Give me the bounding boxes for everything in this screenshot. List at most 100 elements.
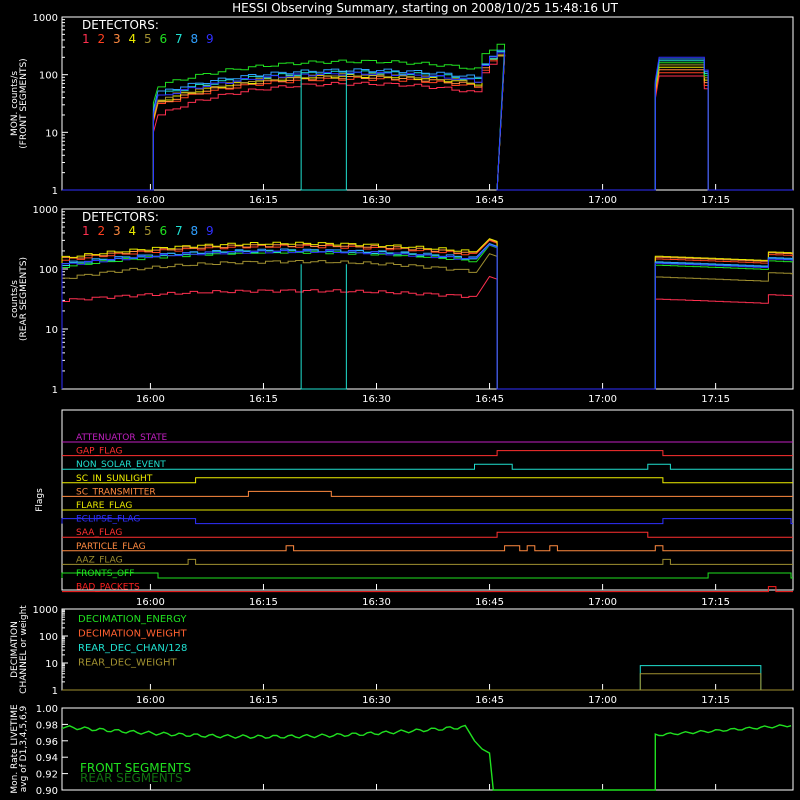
y-tick-label: 10 (45, 325, 58, 336)
legend-detector-7: 7 (175, 32, 183, 46)
x-tick-label: 16:00 (136, 695, 165, 706)
x-tick-label: 16:30 (362, 695, 391, 706)
livetime-legend-rear: REAR SEGMENTS (80, 771, 183, 785)
x-tick-label: 16:15 (249, 195, 278, 206)
panel-2-ylabel2: (REAR SEGMENTS) (19, 257, 29, 341)
legend-detector-3: 3 (113, 32, 121, 46)
panel-4-ylabel2: CHANNEL or weight (19, 605, 29, 694)
panel-4-ylabel: DECIMATION (10, 621, 20, 678)
flag-label-non-solar-event: NON_SOLAR_EVENT (76, 460, 166, 470)
livetime-ytick-label: 0.94 (36, 753, 58, 764)
detector-2-series (61, 239, 793, 390)
x-tick-label: 17:00 (588, 195, 617, 206)
x-tick-label: 16:30 (362, 394, 391, 405)
legend-detector-1: 1 (82, 224, 90, 238)
legend-detector-6: 6 (160, 32, 168, 46)
livetime-legend-front: FRONT SEGMENTS (80, 761, 191, 775)
legend-detector-6: 6 (160, 224, 168, 238)
flag-label-gap-flag: GAP_FLAG (76, 447, 122, 457)
x-tick-label: 16:00 (136, 195, 165, 206)
x-tick-label: 17:15 (701, 597, 730, 608)
x-tick-label: 16:45 (475, 195, 504, 206)
detector-4-series (61, 238, 793, 390)
y-tick-label: 10 (45, 659, 58, 670)
x-tick-label: 16:45 (475, 394, 504, 405)
y-tick-label: 1000 (33, 605, 58, 616)
panel-1-ylabel: MON. counts/s (10, 71, 20, 136)
x-tick-label: 16:30 (362, 195, 391, 206)
flag-label-saa-flag: SAA_FLAG (76, 528, 122, 538)
flag-trace-aaz-flag (62, 558, 793, 565)
flag-label-flare-flag: FLARE_FLAG (76, 501, 132, 511)
panel-3-frame (61, 409, 794, 591)
x-tick-label: 17:15 (701, 394, 730, 405)
flags-ylabel: Flags (35, 488, 45, 512)
flag-trace-fronts-off (61, 572, 793, 579)
decimation-legend-1: DECIMATION_ENERGY (78, 614, 187, 625)
flag-label-sc-in-sunlight: SC_IN_SUNLIGHT (76, 474, 153, 484)
x-tick-label: 16:30 (362, 597, 391, 608)
legend-detector-9: 9 (206, 32, 214, 46)
decimation-legend-3: REAR_DEC_CHAN/128 (78, 643, 187, 654)
flag-trace-gap-flag (62, 450, 793, 457)
livetime-ytick-label: 0.98 (36, 720, 58, 731)
legend-detector-7: 7 (175, 224, 183, 238)
panel-5-ylabel2: avg of D1,3,4,5,6,9 (19, 705, 29, 792)
x-tick-label: 16:45 (475, 597, 504, 608)
detector-6-series (62, 43, 793, 191)
y-tick-label: 100 (39, 265, 58, 276)
livetime-ytick-label: 0.92 (36, 770, 58, 781)
figure-title: HESSI Observing Summary, starting on 200… (232, 1, 618, 15)
legend-title: DETECTORS: (82, 18, 159, 32)
detector-1-series (61, 275, 793, 390)
panel-5-ylabel: Mon. Rate LIVETIME (10, 704, 20, 794)
livetime-front-series (61, 724, 792, 791)
flag-label-sc-transmitter: SC_TRANSMITTER (76, 487, 156, 497)
x-tick-label: 17:00 (588, 597, 617, 608)
legend-title: DETECTORS: (82, 210, 159, 224)
flag-trace-eclipse-flag (61, 518, 793, 525)
legend-detector-5: 5 (144, 224, 152, 238)
legend-detector-3: 3 (113, 224, 121, 238)
y-tick-label: 1 (52, 686, 58, 697)
detector-8-series (62, 49, 793, 191)
legend-detector-8: 8 (191, 224, 199, 238)
detector-1-series (62, 55, 793, 191)
livetime-ytick-label: 0.90 (36, 786, 58, 797)
x-tick-label: 16:45 (475, 695, 504, 706)
y-tick-label: 100 (39, 632, 58, 643)
legend-detector-5: 5 (144, 32, 152, 46)
flag-label-eclipse-flag: ECLIPSE_FLAG (76, 515, 140, 525)
livetime-ytick-label: 0.96 (36, 737, 58, 748)
legend-detector-8: 8 (191, 32, 199, 46)
x-tick-label: 16:00 (136, 394, 165, 405)
x-tick-label: 16:15 (249, 695, 278, 706)
x-tick-label: 16:15 (249, 597, 278, 608)
flag-label-particle-flag: PARTICLE_FLAG (76, 542, 146, 552)
legend-detector-9: 9 (206, 224, 214, 238)
y-tick-label: 1 (52, 385, 58, 396)
panel-2-ylabel: counts/s (10, 280, 20, 318)
detector-7-dropout (300, 70, 347, 191)
x-tick-label: 17:15 (701, 695, 730, 706)
detector-2-series (62, 54, 793, 191)
flag-label-aaz-flag: AAZ_FLAG (76, 555, 123, 565)
x-tick-label: 17:00 (588, 695, 617, 706)
x-tick-label: 16:00 (136, 597, 165, 608)
y-tick-label: 1000 (33, 13, 58, 24)
panel-1-frame (61, 16, 794, 191)
legend-detector-4: 4 (129, 32, 137, 46)
detector-5-series (61, 253, 793, 390)
flag-label-attenuator-state: ATTENUATOR_STATE (76, 433, 168, 443)
flag-trace-sc-transmitter (62, 490, 793, 497)
flag-trace-saa-flag (62, 531, 793, 538)
y-tick-label: 100 (39, 71, 58, 82)
y-tick-label: 10 (45, 128, 58, 139)
livetime-ytick-label: 1.00 (36, 704, 58, 715)
x-tick-label: 17:15 (701, 195, 730, 206)
flag-trace-non-solar-event (62, 463, 793, 470)
flag-trace-bad-packets (62, 586, 793, 593)
decimation-legend-4: REAR_DEC_WEIGHT (78, 658, 177, 669)
